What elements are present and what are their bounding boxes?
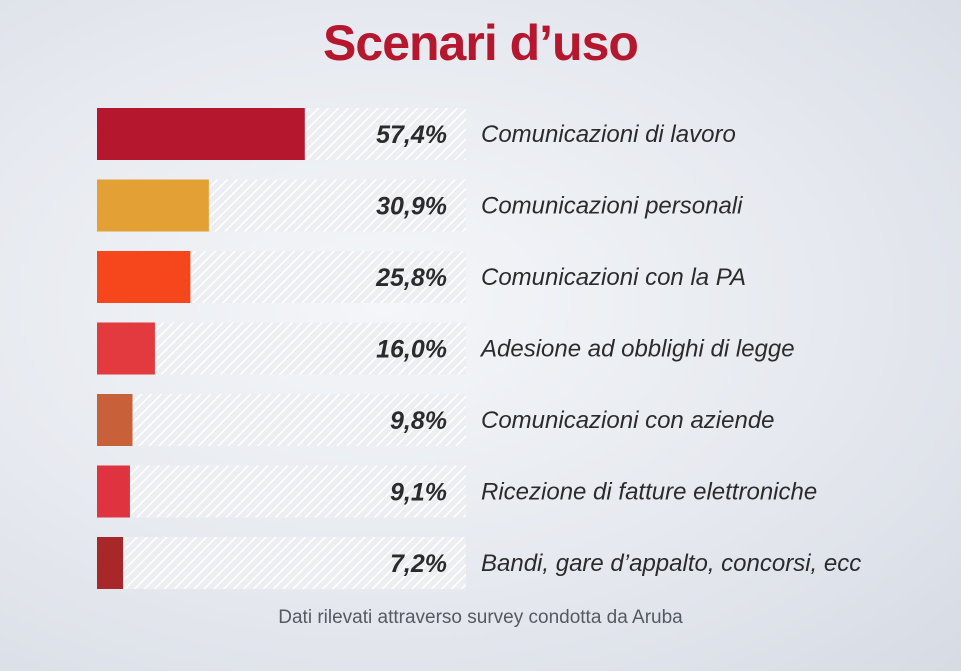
category-label: Comunicazioni di lavoro xyxy=(481,121,736,148)
category-label: Comunicazioni personali xyxy=(481,193,743,220)
category-label: Comunicazioni con la PA xyxy=(481,264,746,291)
bar xyxy=(97,179,209,232)
category-label: Adesione ad obblighi di legge xyxy=(479,336,795,363)
bar-track xyxy=(97,465,466,518)
bar xyxy=(97,322,155,375)
value-label: 9,8% xyxy=(390,407,447,435)
value-label: 30,9% xyxy=(376,193,447,221)
bar-track xyxy=(97,394,466,446)
bar-track xyxy=(97,537,466,589)
bar xyxy=(97,465,130,518)
bar xyxy=(97,108,305,160)
chart-title: Scenari d’uso xyxy=(323,15,639,71)
category-label: Ricezione di fatture elettroniche xyxy=(481,479,817,506)
value-label: 57,4% xyxy=(376,121,447,149)
value-label: 9,1% xyxy=(390,479,447,507)
bars-layer: 57,4% Comunicazioni di lavoro 30,9% Comunic… xyxy=(97,108,861,589)
bar xyxy=(97,251,191,303)
value-label: 7,2% xyxy=(390,550,447,578)
category-label: Comunicazioni con aziende xyxy=(481,407,775,434)
value-label: 16,0% xyxy=(376,336,447,364)
bar xyxy=(97,394,133,446)
bar xyxy=(97,537,124,589)
bar-track xyxy=(97,322,466,375)
category-label: Bandi, gare d’appalto, concorsi, ecc xyxy=(481,550,861,577)
value-label: 25,8% xyxy=(375,264,447,292)
chart-footnote: Dati rilevati attraverso survey condotta… xyxy=(278,607,683,628)
